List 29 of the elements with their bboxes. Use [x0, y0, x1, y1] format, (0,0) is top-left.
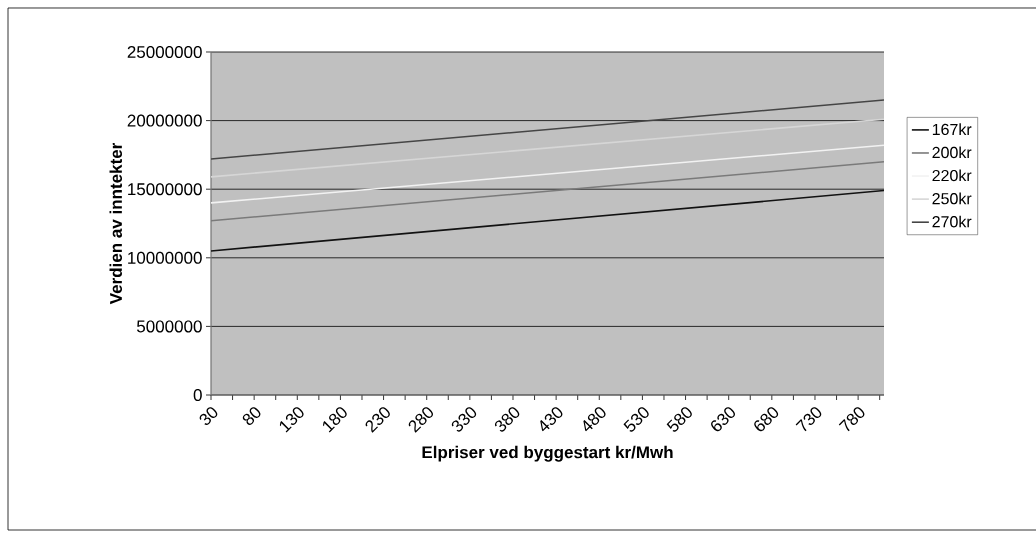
x-axis-title: Elpriser ved byggestart kr/Mwh [422, 445, 673, 462]
y-tick-label: 15000000 [128, 183, 202, 196]
x-tick-label: 80 [242, 407, 261, 425]
legend-label: 270kr [932, 215, 972, 228]
y-tick-label: 5000000 [136, 320, 202, 333]
x-tick-label: 330 [451, 407, 477, 432]
y-tick-label: 10000000 [128, 251, 202, 264]
legend-label: 250kr [932, 192, 972, 205]
y-tick-label: 0 [193, 388, 202, 402]
x-tick-label: 430 [540, 407, 563, 432]
x-tick-label: 480 [583, 407, 606, 432]
legend-label: 167kr [932, 123, 972, 136]
x-tick-label: 230 [365, 407, 390, 433]
y-axis-title: Verdien av inntekter [109, 142, 123, 305]
y-tick-label: 25000000 [127, 45, 202, 59]
x-tick-label: 280 [408, 407, 433, 433]
x-tick-label: 580 [666, 407, 692, 432]
x-tick-label: 680 [754, 407, 779, 432]
x-tick-label: 130 [279, 407, 304, 433]
x-tick-label: 380 [494, 407, 520, 432]
x-tick-label: 180 [323, 407, 347, 433]
x-tick-label: 630 [711, 407, 735, 432]
legend-label: 200kr [932, 146, 972, 159]
x-tick-label: 730 [795, 407, 822, 432]
x-tick-label: 780 [838, 407, 865, 432]
x-tick-label: 30 [199, 407, 218, 425]
x-tick-label: 530 [623, 407, 649, 432]
y-tick-label: 20000000 [127, 114, 202, 127]
legend-label: 220kr [932, 169, 972, 182]
